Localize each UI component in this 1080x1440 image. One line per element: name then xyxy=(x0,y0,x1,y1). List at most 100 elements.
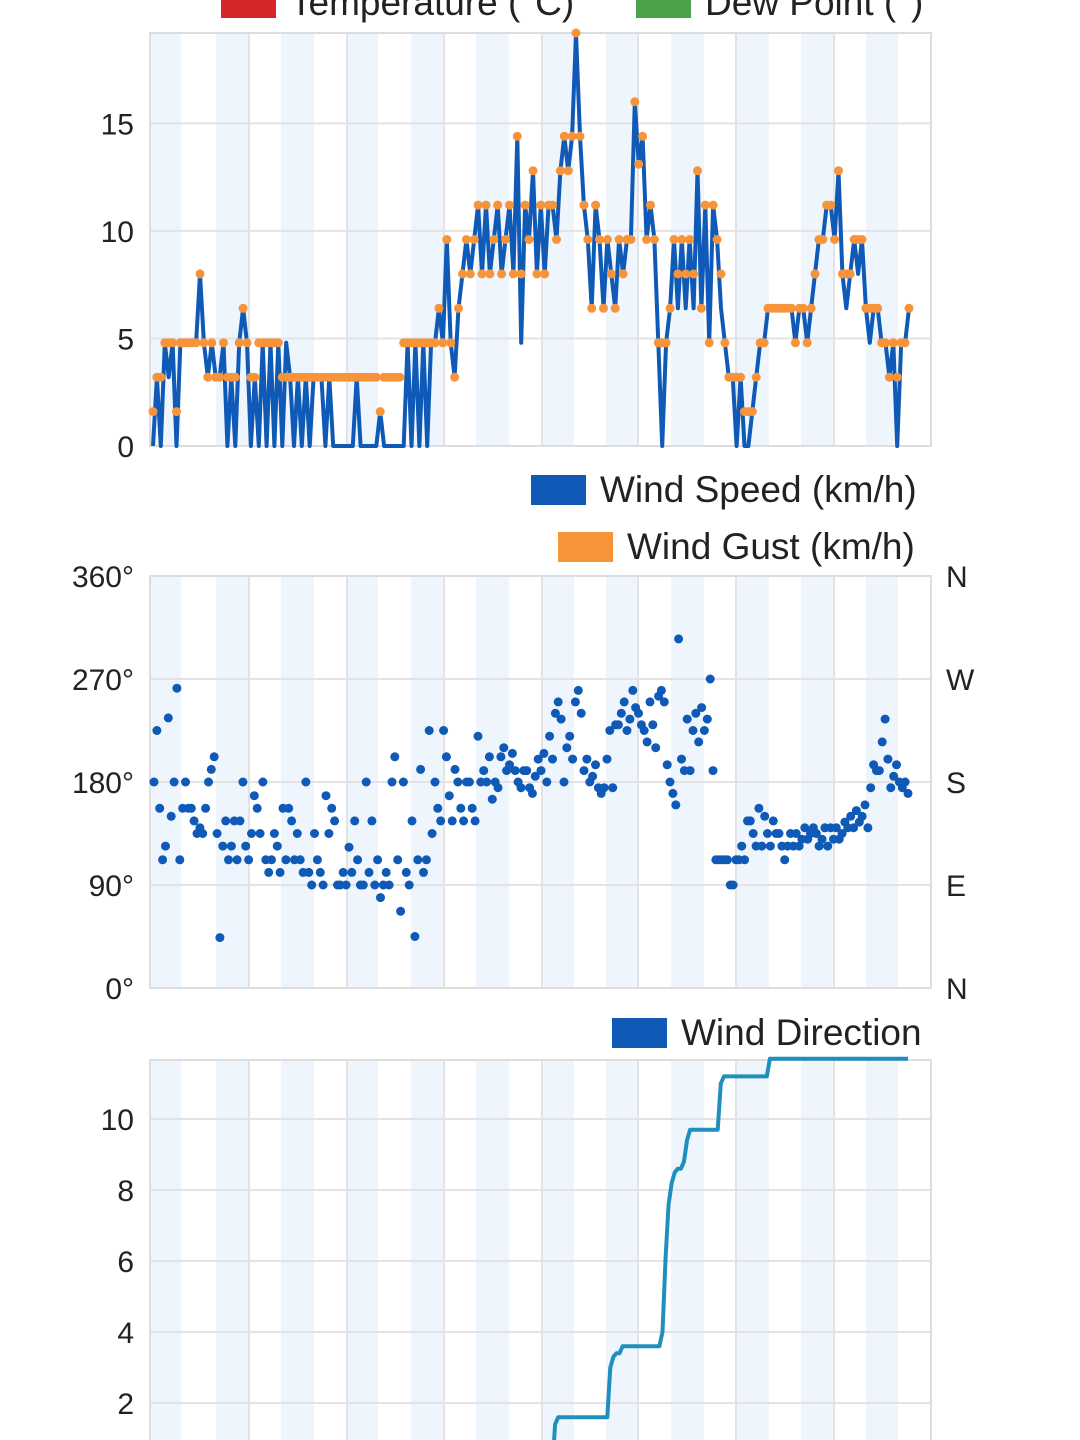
wind-direction-point xyxy=(424,726,434,735)
wind-gust-point xyxy=(575,131,585,141)
wind-direction-point xyxy=(737,841,747,851)
wind-gust-point xyxy=(191,338,201,348)
wind-gust-point xyxy=(493,200,503,210)
wind-gust-point xyxy=(434,303,444,313)
wind-direction-point xyxy=(591,760,600,770)
wind-direction-point xyxy=(900,777,910,787)
wind-direction-point xyxy=(439,726,449,735)
wind-direction-point xyxy=(530,771,540,781)
wind-direction-point xyxy=(473,731,483,741)
wind-direction-point xyxy=(459,816,469,826)
wind-direction-legend: Wind Direction xyxy=(612,1012,922,1053)
wind-direction-point xyxy=(181,777,190,787)
wind-direction-point xyxy=(370,880,380,890)
wind-direction-point xyxy=(307,880,317,890)
wind-direction-point xyxy=(272,841,282,851)
wind-direction-point xyxy=(550,708,560,718)
wind-direction-point xyxy=(235,816,245,826)
wind-gust-point xyxy=(606,269,616,279)
day-band xyxy=(542,1060,574,1440)
wind-gust-point xyxy=(489,235,499,244)
wind-direction-point xyxy=(315,867,325,877)
wind-direction-point xyxy=(353,855,363,865)
wind-direction-point xyxy=(619,697,629,707)
y-tick-label: 0 xyxy=(117,431,134,464)
wind-direction-point xyxy=(453,777,463,787)
wind-direction-point xyxy=(694,737,704,747)
wind-direction-point xyxy=(576,708,586,718)
wind-gust-point xyxy=(806,303,816,313)
wind-direction-point xyxy=(470,816,480,826)
wind-direction-point xyxy=(677,754,686,764)
wind-direction-point xyxy=(499,743,509,753)
wind-direction-point xyxy=(393,855,403,865)
dew-point-legend-swatch xyxy=(636,0,691,18)
wind-direction-point xyxy=(221,816,231,826)
wind-gust-point xyxy=(818,235,828,244)
grid-lines xyxy=(150,1060,931,1440)
wind-legend: Wind Speed (km/h) Wind Gust (km/h) xyxy=(531,469,917,567)
wind-direction-point xyxy=(608,783,618,793)
wind-gust-points xyxy=(148,28,914,417)
wind-direction-point xyxy=(324,829,334,838)
wind-gust-point xyxy=(888,338,898,348)
wind-gust-point xyxy=(250,372,260,382)
wind-gust-point xyxy=(458,269,467,279)
wind-direction-point xyxy=(433,803,443,813)
wind-gust-point xyxy=(532,269,542,279)
wind-direction-point xyxy=(691,708,701,718)
wind-direction-point xyxy=(539,748,549,758)
wind-direction-point xyxy=(599,783,609,793)
wind-gust-point xyxy=(567,131,577,141)
wind-gust-point xyxy=(454,303,463,313)
wind-direction-point xyxy=(562,743,572,753)
wind-direction-point xyxy=(625,714,635,724)
wind-gust-point xyxy=(736,372,746,382)
wind-direction-point xyxy=(149,777,159,787)
wind-direction-point xyxy=(634,708,643,718)
wind-direction-point xyxy=(226,841,236,851)
wind-gust-point xyxy=(273,338,283,348)
y-tick-label: 10 xyxy=(101,216,134,249)
wind-gust-point xyxy=(638,131,648,141)
wind-direction-point xyxy=(364,867,374,877)
day-band xyxy=(866,1060,898,1440)
wind-direction-legend-swatch xyxy=(612,1018,667,1048)
wind-direction-point xyxy=(244,855,254,865)
wind-direction-point xyxy=(218,841,228,851)
wind-direction-point xyxy=(312,855,322,865)
wind-direction-point xyxy=(264,867,274,877)
wind-direction-point xyxy=(579,766,589,776)
wind-gust-point xyxy=(485,269,495,279)
wind-direction-point xyxy=(361,777,371,787)
wind-direction-point xyxy=(344,842,354,852)
wind-direction-point xyxy=(639,726,649,735)
wind-gust-point xyxy=(555,166,565,176)
wind-gust-point xyxy=(595,235,604,244)
wind-gust-point xyxy=(759,338,769,348)
y-axis-ticks: 0 5 10 15 xyxy=(101,108,134,464)
wind-direction-point xyxy=(889,771,899,781)
wind-direction-point xyxy=(258,777,268,787)
day-band xyxy=(347,33,378,446)
wind-gust-point xyxy=(708,200,718,210)
wind-direction-point xyxy=(705,674,715,684)
wind-gust-point xyxy=(810,269,820,279)
wind-gust-point xyxy=(591,200,601,210)
wind-direction-point xyxy=(467,803,477,813)
wind-direction-point xyxy=(252,803,262,813)
wind-gust-point xyxy=(168,338,178,348)
wind-gust-point xyxy=(685,235,695,244)
wind-direction-point xyxy=(765,841,775,851)
compass-tick-label: N xyxy=(946,973,968,1006)
wind-gust-point xyxy=(375,407,385,417)
wind-gust-point xyxy=(156,372,166,382)
wind-direction-point xyxy=(238,777,248,787)
wind-direction-point xyxy=(169,777,179,787)
day-band xyxy=(216,1060,249,1440)
wind-direction-point xyxy=(516,783,526,793)
compass-tick-label: W xyxy=(946,664,975,697)
wind-direction-point xyxy=(568,754,578,764)
wind-gust-point xyxy=(798,303,808,313)
y-tick-label: 90° xyxy=(89,870,134,903)
